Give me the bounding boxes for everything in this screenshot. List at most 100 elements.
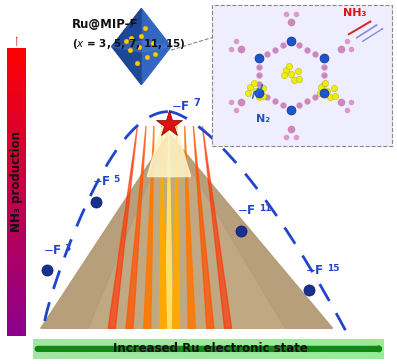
Bar bbox=[7, 110, 26, 115]
Text: 3: 3 bbox=[64, 244, 71, 253]
Bar bbox=[164, 339, 173, 359]
Polygon shape bbox=[160, 126, 167, 328]
Bar bbox=[68, 339, 77, 359]
Bar bbox=[173, 339, 182, 359]
Bar bbox=[208, 339, 217, 359]
Polygon shape bbox=[202, 126, 231, 328]
Bar bbox=[7, 206, 26, 211]
Polygon shape bbox=[141, 9, 171, 84]
Bar bbox=[305, 339, 314, 359]
Bar bbox=[7, 277, 26, 283]
Bar bbox=[279, 339, 287, 359]
Polygon shape bbox=[172, 126, 179, 328]
Bar bbox=[7, 268, 26, 273]
Text: 5: 5 bbox=[114, 175, 120, 184]
Bar bbox=[252, 339, 261, 359]
Bar bbox=[7, 86, 26, 91]
Polygon shape bbox=[108, 126, 137, 328]
Text: $-$F: $-$F bbox=[92, 175, 111, 189]
FancyBboxPatch shape bbox=[212, 5, 392, 146]
Bar bbox=[7, 76, 26, 82]
Bar bbox=[7, 196, 26, 202]
Text: $x$: $x$ bbox=[128, 23, 137, 33]
Bar bbox=[7, 129, 26, 135]
Bar bbox=[103, 339, 112, 359]
Bar bbox=[226, 339, 235, 359]
Polygon shape bbox=[41, 133, 333, 328]
Bar bbox=[112, 339, 121, 359]
Bar bbox=[366, 339, 375, 359]
Bar bbox=[7, 301, 26, 307]
Text: NH₃ production: NH₃ production bbox=[10, 131, 23, 233]
Polygon shape bbox=[112, 41, 171, 52]
Bar bbox=[7, 220, 26, 225]
Bar bbox=[349, 339, 357, 359]
Bar bbox=[217, 339, 226, 359]
Bar bbox=[77, 339, 86, 359]
Bar bbox=[7, 297, 26, 302]
Bar bbox=[7, 134, 26, 139]
Bar bbox=[7, 282, 26, 288]
Bar bbox=[7, 215, 26, 221]
Bar bbox=[7, 191, 26, 197]
Bar bbox=[7, 244, 26, 249]
Bar bbox=[147, 339, 156, 359]
Bar bbox=[235, 339, 243, 359]
Polygon shape bbox=[144, 126, 154, 328]
Bar bbox=[7, 95, 26, 101]
Bar bbox=[7, 239, 26, 245]
Bar bbox=[33, 339, 384, 359]
Text: N₂: N₂ bbox=[256, 114, 270, 124]
Text: 11: 11 bbox=[259, 204, 271, 213]
Bar bbox=[243, 339, 252, 359]
Bar bbox=[7, 263, 26, 269]
Bar bbox=[7, 148, 26, 154]
Bar bbox=[7, 167, 26, 173]
Text: 15: 15 bbox=[327, 264, 339, 273]
Bar bbox=[7, 91, 26, 96]
Text: 7: 7 bbox=[194, 98, 200, 108]
Bar bbox=[138, 339, 147, 359]
Bar bbox=[129, 339, 138, 359]
Bar bbox=[33, 339, 42, 359]
Bar bbox=[7, 258, 26, 264]
Polygon shape bbox=[126, 126, 146, 328]
Bar bbox=[322, 339, 331, 359]
Bar bbox=[7, 143, 26, 149]
Bar bbox=[7, 67, 26, 72]
Bar bbox=[7, 306, 26, 312]
Polygon shape bbox=[185, 126, 195, 328]
Bar bbox=[50, 339, 59, 359]
Bar bbox=[7, 253, 26, 259]
Bar bbox=[7, 48, 26, 53]
Bar bbox=[7, 72, 26, 77]
Bar bbox=[331, 339, 340, 359]
Bar bbox=[270, 339, 279, 359]
Text: $-$F: $-$F bbox=[305, 264, 324, 277]
Polygon shape bbox=[193, 126, 214, 328]
Bar bbox=[7, 119, 26, 125]
Polygon shape bbox=[166, 126, 172, 328]
Bar bbox=[7, 105, 26, 111]
Bar bbox=[7, 177, 26, 182]
Bar bbox=[7, 158, 26, 163]
Bar bbox=[7, 330, 26, 336]
Bar bbox=[261, 339, 270, 359]
Bar bbox=[7, 320, 26, 326]
Bar bbox=[7, 234, 26, 240]
Polygon shape bbox=[147, 119, 191, 177]
Text: Ru@MIP-F: Ru@MIP-F bbox=[72, 19, 139, 31]
Bar bbox=[200, 339, 208, 359]
Bar bbox=[7, 182, 26, 187]
Bar bbox=[156, 339, 164, 359]
Bar bbox=[7, 172, 26, 178]
Bar bbox=[7, 100, 26, 106]
Bar bbox=[7, 139, 26, 144]
Bar bbox=[7, 316, 26, 321]
Bar bbox=[7, 229, 26, 235]
Bar bbox=[7, 57, 26, 63]
Bar bbox=[182, 339, 191, 359]
Bar bbox=[357, 339, 366, 359]
Bar bbox=[7, 311, 26, 316]
Polygon shape bbox=[112, 9, 141, 84]
